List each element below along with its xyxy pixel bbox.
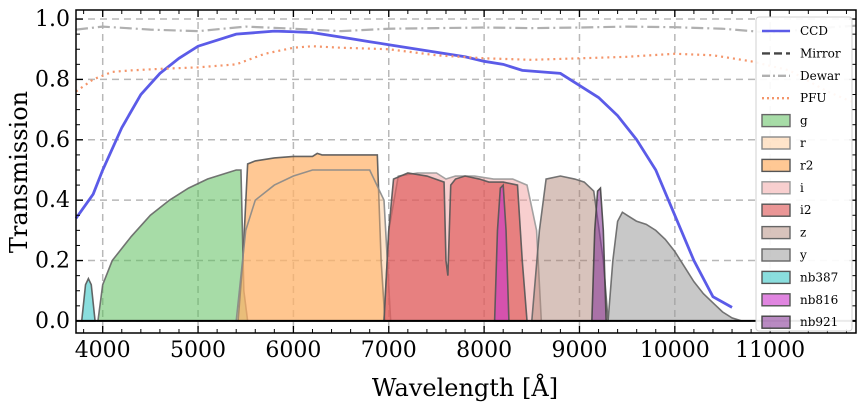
- y-tick-label: 0.0: [35, 309, 70, 334]
- y-tick-label: 0.6: [35, 128, 70, 153]
- line-pfu: [75, 45, 857, 105]
- legend-swatch-i: [761, 181, 791, 195]
- legend-label-y: y: [799, 248, 807, 262]
- x-tick-label: 7000: [361, 338, 417, 363]
- x-tick-label: 9000: [551, 338, 607, 363]
- legend-label-pfu: PFU: [800, 91, 827, 105]
- y-tick-label: 1.0: [35, 7, 70, 32]
- legend-label-ccd: CCD: [800, 24, 828, 38]
- y-tick-label: 0.4: [35, 188, 70, 213]
- x-tick-label: 8000: [456, 338, 512, 363]
- legend-swatch-nb816: [761, 293, 791, 307]
- legend-label-g: g: [800, 114, 808, 128]
- y-tick-label: 0.8: [35, 67, 70, 92]
- legend-label-r: r: [800, 136, 806, 150]
- legend-label-nb921: nb921: [800, 315, 838, 329]
- legend-swatch-r2: [761, 158, 791, 173]
- legend-swatch-i2: [761, 203, 791, 217]
- legend-swatch-g: [761, 113, 791, 128]
- legend-swatch-y: [761, 248, 791, 262]
- y-tick-label: 0.2: [35, 249, 70, 274]
- legend-swatch-r: [761, 136, 791, 150]
- legend-swatch-z: [761, 225, 791, 240]
- legend-swatch-nb387: [761, 270, 791, 285]
- x-tick-label: 10000: [640, 338, 710, 363]
- legend-label-i: i: [800, 181, 804, 195]
- line-ccd: [74, 29, 733, 309]
- filter-bands: [76, 152, 856, 322]
- band-g: [97, 169, 249, 322]
- legend-label-nb816: nb816: [800, 293, 838, 307]
- x-tick-label: 6000: [265, 338, 321, 363]
- plot-border: [75, 9, 857, 334]
- x-tick-label: 11000: [735, 338, 805, 363]
- band-y: [607, 211, 752, 322]
- band-r: [235, 169, 392, 322]
- x-tick-label: 5000: [170, 338, 226, 363]
- band-i2: [383, 172, 528, 322]
- legend-label-mirror: Mirror: [800, 46, 841, 60]
- band-r2: [237, 152, 386, 322]
- legend-label-nb387: nb387: [800, 270, 838, 284]
- legend-label-dewar: Dewar: [800, 69, 840, 83]
- legend-label-r2: r2: [800, 158, 813, 172]
- y-axis-label: Transmission: [5, 91, 33, 253]
- band-nb387: [80, 276, 96, 322]
- legend-label-i2: i2: [800, 203, 811, 217]
- line-dewar: [75, 24, 857, 34]
- legend-swatch-nb921: [761, 315, 791, 329]
- throughput-lines: [74, 24, 857, 309]
- legend: CCD Mirror Dewar PFU gr r2 i i2 zy nb387 nb816 nb92…: [755, 16, 853, 332]
- x-tick-label: 4000: [75, 338, 131, 363]
- x-axis-label: Wavelength [Å]: [372, 373, 558, 402]
- axis-ticks: 4000 5000 6000 7000 8000 9000 10000 11000 0.0 0.2…: [35, 7, 856, 363]
- legend-label-z: z: [800, 226, 806, 240]
- plot-frame: [75, 9, 857, 334]
